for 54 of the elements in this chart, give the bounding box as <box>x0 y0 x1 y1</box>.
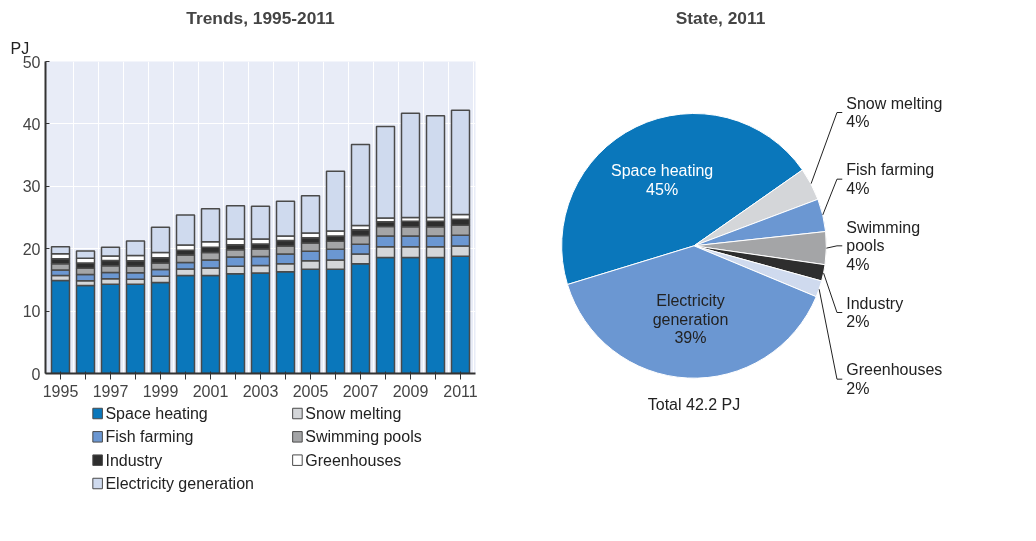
data-label: 45% <box>646 180 679 198</box>
bar <box>50 279 71 374</box>
bar <box>175 274 196 374</box>
x-tick-label: 2003 <box>242 382 279 400</box>
data-label: 4% <box>846 180 870 198</box>
bar <box>125 283 146 374</box>
data-label: 4% <box>846 113 870 131</box>
bar <box>75 284 96 374</box>
legend-label: Industry <box>105 451 163 469</box>
legend-label: Greenhouses <box>305 451 402 469</box>
x-tick-label: 1997 <box>92 382 129 400</box>
chart-title: Trends, 1995-2011 <box>186 7 336 28</box>
slice-label: Greenhouses <box>846 361 943 379</box>
data-label: 2% <box>846 380 870 398</box>
bar <box>275 200 296 237</box>
bar <box>100 283 121 374</box>
x-tick-label: 2009 <box>392 382 429 400</box>
slice-label: Fish farming <box>846 161 935 179</box>
bar <box>350 143 371 227</box>
data-label: 2% <box>846 313 870 331</box>
legend-label: Fish farming <box>105 428 194 446</box>
data-label: 4% <box>846 256 870 274</box>
slice-label: Industry <box>846 294 904 312</box>
legend-label: Electricity generation <box>105 475 254 492</box>
y-tick-label: 10 <box>22 303 41 321</box>
legend-label: Snow melting <box>305 405 402 422</box>
data-label: 39% <box>674 329 707 347</box>
slice-label: Swimming pools <box>846 218 921 255</box>
text: Total 42.2 PJ <box>647 395 741 413</box>
x-tick-label: 1999 <box>142 382 179 400</box>
y-tick-label: 40 <box>22 115 41 133</box>
slice-label: Space heating <box>610 162 714 180</box>
bar <box>50 246 71 255</box>
slice-label: Snow melting <box>846 94 943 112</box>
bar <box>425 115 446 219</box>
bar <box>150 281 171 374</box>
legend-label: Swimming pools <box>305 428 422 446</box>
x-tick-label: 2001 <box>192 382 229 400</box>
slice-label: Electricity generation <box>652 291 729 328</box>
legend-label: Space heating <box>105 405 208 422</box>
bar <box>450 109 471 216</box>
bar <box>400 112 421 219</box>
x-tick-label: 2011 <box>443 382 478 400</box>
bar <box>100 246 121 257</box>
y-tick-label: 0 <box>31 365 41 383</box>
x-tick-label: 1995 <box>42 382 79 400</box>
y-tick-label: 30 <box>22 178 41 196</box>
bar <box>375 125 396 219</box>
y-tick-label: 20 <box>22 240 41 258</box>
x-tick-label: 2007 <box>342 382 379 400</box>
bar <box>75 250 96 260</box>
x-tick-label: 2005 <box>292 382 329 400</box>
bar <box>150 226 171 254</box>
chart-title: State, 2011 <box>675 7 766 28</box>
